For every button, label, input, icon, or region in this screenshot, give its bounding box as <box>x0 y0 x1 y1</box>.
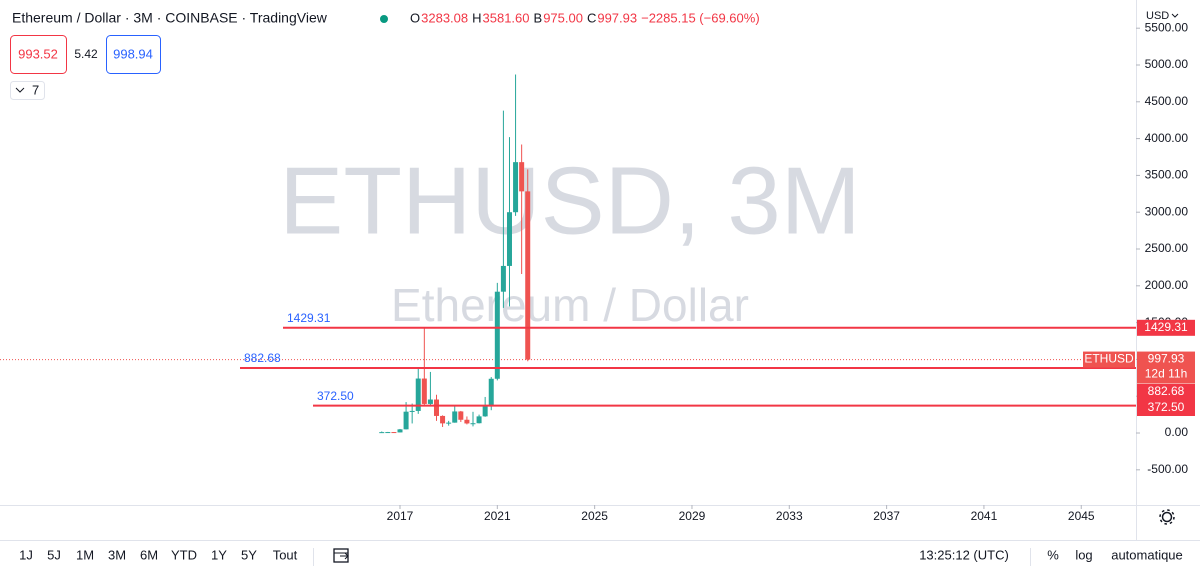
currency-chevron <box>1171 13 1179 18</box>
y-tick-label: 0.00 <box>1165 425 1189 439</box>
candle-body <box>433 399 439 416</box>
y-tick-label: 2500.00 <box>1145 241 1189 255</box>
date-range-icon[interactable] <box>333 548 349 563</box>
price-label: 372.50 <box>1148 400 1185 414</box>
candle-body <box>519 162 525 192</box>
ohlc-label: C <box>587 10 596 25</box>
candle-body <box>506 212 512 266</box>
price-label-box <box>1137 319 1195 336</box>
last-price-box <box>1137 351 1195 384</box>
x-tick-label: 2041 <box>971 509 998 523</box>
horizontal-line-label: 372.50 <box>317 389 354 403</box>
chevron <box>15 87 25 93</box>
indicators-count[interactable]: 7 <box>32 82 39 97</box>
x-tick-label: 2045 <box>1068 509 1095 523</box>
y-tick-label: 3000.00 <box>1145 204 1189 218</box>
y-tick-label: 2000.00 <box>1145 278 1189 292</box>
candle-body <box>458 411 464 420</box>
range-button[interactable]: 6M <box>140 547 158 562</box>
price-label: 882.68 <box>1148 384 1185 398</box>
candle-body <box>494 291 500 379</box>
candle-body <box>440 415 446 424</box>
y-tick-label: 5000.00 <box>1145 57 1189 71</box>
x-tick-label: 2029 <box>679 509 706 523</box>
candle-body <box>452 411 458 423</box>
ohlc-value: 975.00 <box>543 10 583 25</box>
spread: 5.42 <box>74 47 98 61</box>
sell-button[interactable] <box>10 35 67 74</box>
ohlc-value: 3581.60 <box>483 10 530 25</box>
watermark-symbol: ETHUSD, 3M <box>279 147 860 254</box>
watermark-name: Ethereum / Dollar <box>391 279 749 331</box>
candle-body <box>525 191 531 360</box>
price-label: 1429.31 <box>1144 320 1188 334</box>
symbol-label-box <box>1083 351 1135 368</box>
x-tick-label: 2037 <box>873 509 900 523</box>
currency[interactable]: USD <box>1146 10 1169 22</box>
x-tick-label: 2025 <box>581 509 608 523</box>
ohlc-label: H <box>472 10 481 25</box>
candle-body <box>415 378 421 411</box>
y-tick-label: 4500.00 <box>1145 94 1189 108</box>
ohlc-value: 997.93 <box>597 10 637 25</box>
y-tick-label: -500.00 <box>1147 462 1188 476</box>
range-button[interactable]: 5Y <box>241 547 257 562</box>
candle-body <box>488 378 494 407</box>
percent-toggle[interactable]: % <box>1047 547 1059 562</box>
ohlc-value: 3283.08 <box>421 10 468 25</box>
countdown: 12d 11h <box>1145 367 1188 381</box>
buy-button[interactable] <box>106 35 161 74</box>
last-price: 997.93 <box>1148 352 1185 366</box>
candle-body <box>470 423 476 425</box>
price-label-box <box>1137 384 1195 400</box>
indicators-toggle[interactable] <box>10 81 45 100</box>
candle-body <box>513 162 519 213</box>
range-button[interactable]: 3M <box>108 547 126 562</box>
range-button[interactable]: 1M <box>76 547 94 562</box>
y-tick-label: 4000.00 <box>1145 131 1189 145</box>
chart-title: Ethereum / Dollar · 3M · COINBASE · Trad… <box>12 10 328 26</box>
x-tick-label: 2021 <box>484 509 511 523</box>
x-tick-label: 2017 <box>387 509 414 523</box>
candle-body <box>446 422 452 424</box>
auto-toggle[interactable]: automatique <box>1111 547 1183 562</box>
candle-body <box>482 406 488 417</box>
y-tick-label: 5500.00 <box>1145 20 1189 34</box>
candle-body <box>379 432 385 434</box>
market-status <box>380 15 388 23</box>
candle-body <box>409 410 415 412</box>
candle-body <box>421 378 427 404</box>
range-button[interactable]: Tout <box>273 547 298 562</box>
range-button[interactable]: 1J <box>19 547 33 562</box>
candle-body <box>391 432 397 434</box>
candle-body <box>500 265 506 292</box>
price-label-box <box>1137 400 1195 416</box>
candle-body <box>464 419 470 424</box>
horizontal-line-label: 882.68 <box>244 351 281 365</box>
ohlc-label: O <box>410 10 420 25</box>
change: −2285.15 (−69.60%) <box>641 10 760 25</box>
candle-body <box>476 416 482 424</box>
symbol-label: ETHUSD <box>1084 352 1134 366</box>
settings-icon[interactable] <box>1159 509 1175 525</box>
candle-body <box>427 399 433 404</box>
range-button[interactable]: 5J <box>47 547 61 562</box>
sell-price[interactable]: 993.52 <box>18 46 58 61</box>
x-tick-label: 2033 <box>776 509 803 523</box>
candle-body <box>397 429 403 433</box>
candle-body <box>403 411 409 430</box>
candle-body <box>385 432 391 434</box>
y-tick-label: 3500.00 <box>1145 168 1189 182</box>
log-toggle[interactable]: log <box>1075 547 1092 562</box>
ohlc-label: B <box>534 10 543 25</box>
buy-price[interactable]: 998.94 <box>113 46 153 61</box>
clock: 13:25:12 (UTC) <box>919 547 1009 562</box>
range-button[interactable]: YTD <box>171 547 197 562</box>
range-button[interactable]: 1Y <box>211 547 227 562</box>
horizontal-line-label: 1429.31 <box>287 311 331 325</box>
